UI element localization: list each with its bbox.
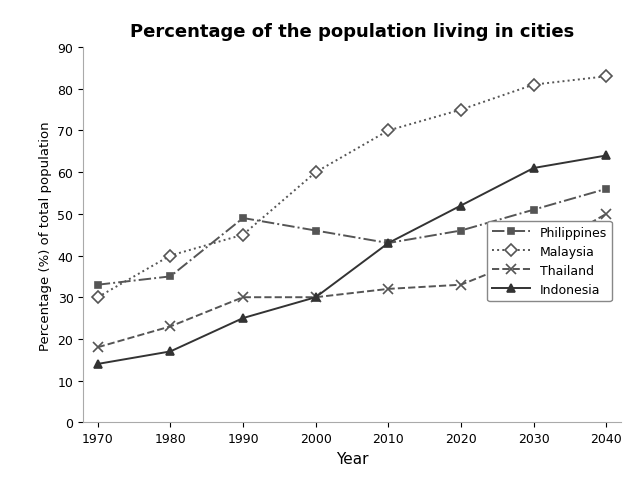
- Indonesia: [385, 240, 392, 246]
- Thailand: [602, 212, 610, 217]
- Indonesia: [312, 295, 319, 300]
- Philippines: [530, 207, 538, 213]
- Philippines: [94, 282, 102, 288]
- Thailand: [94, 345, 102, 350]
- X-axis label: Year: Year: [336, 451, 368, 466]
- Malaysia: [94, 295, 102, 300]
- Malaysia: [530, 83, 538, 88]
- Indonesia: [457, 203, 465, 209]
- Malaysia: [166, 253, 174, 259]
- Thailand: [457, 282, 465, 288]
- Philippines: [239, 216, 247, 221]
- Philippines: [457, 228, 465, 234]
- Thailand: [530, 253, 538, 259]
- Legend: Philippines, Malaysia, Thailand, Indonesia: Philippines, Malaysia, Thailand, Indones…: [487, 221, 612, 302]
- Malaysia: [312, 170, 319, 176]
- Line: Philippines: Philippines: [94, 186, 610, 288]
- Indonesia: [602, 153, 610, 159]
- Philippines: [312, 228, 319, 234]
- Malaysia: [457, 108, 465, 113]
- Indonesia: [239, 315, 247, 321]
- Philippines: [385, 240, 392, 246]
- Philippines: [166, 274, 174, 280]
- Thailand: [312, 295, 319, 300]
- Indonesia: [166, 349, 174, 355]
- Malaysia: [239, 232, 247, 238]
- Indonesia: [530, 166, 538, 171]
- Y-axis label: Percentage (%) of total population: Percentage (%) of total population: [39, 120, 52, 350]
- Line: Indonesia: Indonesia: [93, 152, 611, 368]
- Thailand: [239, 295, 247, 300]
- Thailand: [385, 287, 392, 292]
- Line: Thailand: Thailand: [93, 210, 611, 352]
- Malaysia: [385, 128, 392, 134]
- Malaysia: [602, 74, 610, 80]
- Indonesia: [94, 361, 102, 367]
- Title: Percentage of the population living in cities: Percentage of the population living in c…: [130, 23, 574, 41]
- Philippines: [602, 187, 610, 192]
- Line: Malaysia: Malaysia: [93, 73, 611, 302]
- Thailand: [166, 324, 174, 330]
